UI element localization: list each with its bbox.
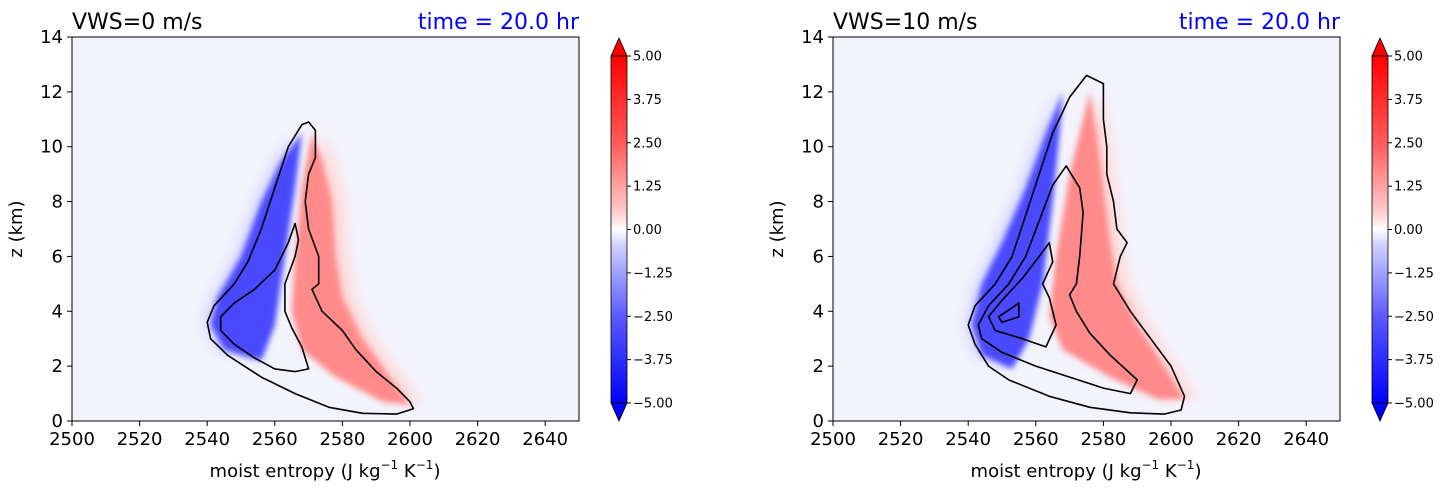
contour-inner <box>219 222 310 373</box>
x-tick-label: 2620 <box>455 429 501 450</box>
x-axis-label-mid: K <box>398 461 417 482</box>
x-tick-label: 2640 <box>1283 429 1329 450</box>
y-tick-label: 14 <box>40 27 63 48</box>
colorbar-tick-label: 1.25 <box>633 180 662 195</box>
colorbar-tick-label: −1.25 <box>633 266 673 281</box>
plot-area-2 <box>833 37 1340 421</box>
x-tick-label: 2520 <box>878 429 924 450</box>
y-tick-label: 0 <box>813 411 824 432</box>
x-tick-label: 2520 <box>117 429 163 450</box>
x-tick-label: 2500 <box>810 429 856 450</box>
colorbar-tick-label: 2.50 <box>1394 136 1423 151</box>
y-tick-label: 12 <box>801 82 824 103</box>
x-axis-label: moist entropy (J kg−1 K−1) <box>210 458 441 482</box>
x-axis-label-mid: K <box>1159 461 1178 482</box>
field-positive-core <box>291 133 410 405</box>
panel-vws-0: 2500 2520 2540 2560 2580 2600 2620 2640 0 2 4 6 8 10… <box>6 10 673 482</box>
colorbar-tick-label: 1.25 <box>1394 180 1423 195</box>
x-axis-label-sup1: −1 <box>1142 458 1160 472</box>
axes-frame <box>832 36 1341 422</box>
contour-outer <box>967 74 1186 415</box>
colorbar-tick-label: −5.00 <box>633 397 673 412</box>
contour-small <box>997 302 1020 324</box>
x-tick-label: 2560 <box>252 429 298 450</box>
y-tick-label: 14 <box>801 27 824 48</box>
contour-inner <box>987 241 1057 348</box>
contour-outer <box>206 121 415 415</box>
x-tick-label: 2540 <box>945 429 991 450</box>
x-tick-label: 2600 <box>1148 429 1194 450</box>
x-tick-label: 2620 <box>1216 429 1262 450</box>
colorbar-tick-label: 0.00 <box>1394 223 1423 238</box>
contour-mid <box>977 165 1138 395</box>
colorbar-tick-label: 3.75 <box>1394 93 1423 108</box>
colorbar-tick-label: −2.50 <box>1394 310 1434 325</box>
y-tick-label: 4 <box>52 301 63 322</box>
y-tick-label: 0 <box>52 411 63 432</box>
x-axis-label-sup2: −1 <box>416 458 434 472</box>
plot-area-1 <box>72 37 579 421</box>
y-tick-label: 2 <box>813 356 824 377</box>
y-tick-label: 12 <box>40 82 63 103</box>
y-tick-label: 2 <box>52 356 63 377</box>
panel-title-right: time = 20.0 hr <box>418 10 580 35</box>
panel-title-left: VWS=10 m/s <box>833 10 978 35</box>
x-tick-label: 2600 <box>387 429 433 450</box>
x-tick-label: 2580 <box>319 429 365 450</box>
colorbar-2: 5.00 3.75 2.50 1.25 0.00 −1.25 −2.50 −3.75 −5.00 <box>1371 37 1434 422</box>
x-tick-label: 2500 <box>49 429 95 450</box>
panel-title-right: time = 20.0 hr <box>1179 10 1341 35</box>
colorbar-body <box>610 55 628 404</box>
colorbar-tick-label: 0.00 <box>633 223 662 238</box>
colorbar-extend-top <box>610 37 628 57</box>
colorbar-extend-bottom <box>610 402 628 422</box>
x-tick-label: 2640 <box>522 429 568 450</box>
y-axis-label: z (km) <box>767 200 788 257</box>
colorbar-body <box>1371 55 1389 404</box>
x-axis-label-text: moist entropy (J kg <box>210 461 381 482</box>
x-axis-label-sup1: −1 <box>381 458 399 472</box>
x-tick-label: 2540 <box>184 429 230 450</box>
panel-title-left: VWS=0 m/s <box>72 10 203 35</box>
y-tick-label: 8 <box>52 192 63 213</box>
y-axis-label: z (km) <box>6 200 27 257</box>
x-axis-label-end: ) <box>433 461 440 482</box>
colorbar-tick-label: −2.50 <box>633 310 673 325</box>
x-tick-label: 2580 <box>1080 429 1126 450</box>
x-axis-label-end: ) <box>1194 461 1201 482</box>
x-tick-label: 2560 <box>1013 429 1059 450</box>
y-tick-label: 10 <box>801 137 824 158</box>
y-tick-label: 6 <box>813 246 824 267</box>
colorbar-1: 5.00 3.75 2.50 1.25 0.00 −1.25 −2.50 −3.75 −5.00 <box>610 37 673 422</box>
colorbar-tick-label: 3.75 <box>633 93 662 108</box>
colorbar-tick-label: 2.50 <box>633 136 662 151</box>
y-tick-label: 10 <box>40 137 63 158</box>
y-tick-label: 4 <box>813 301 824 322</box>
colorbar-extend-top <box>1371 37 1389 57</box>
y-tick-label: 8 <box>813 192 824 213</box>
colorbar-tick-label: −5.00 <box>1394 397 1434 412</box>
panel-vws-10: 2500 2520 2540 2560 2580 2600 2620 2640 0 2 4 6 8 10… <box>767 10 1434 482</box>
x-axis-label-text: moist entropy (J kg <box>971 461 1142 482</box>
colorbar-extend-bottom <box>1371 402 1389 422</box>
colorbar-tick-label: 5.00 <box>633 50 662 65</box>
x-axis-label: moist entropy (J kg−1 K−1) <box>971 458 1202 482</box>
axes-frame <box>71 36 580 422</box>
x-axis-label-sup2: −1 <box>1177 458 1195 472</box>
y-tick-label: 6 <box>52 246 63 267</box>
colorbar-tick-label: −1.25 <box>1394 266 1434 281</box>
colorbar-tick-label: −3.75 <box>633 353 673 368</box>
colorbar-tick-label: 5.00 <box>1394 50 1423 65</box>
colorbar-tick-label: −3.75 <box>1394 353 1434 368</box>
